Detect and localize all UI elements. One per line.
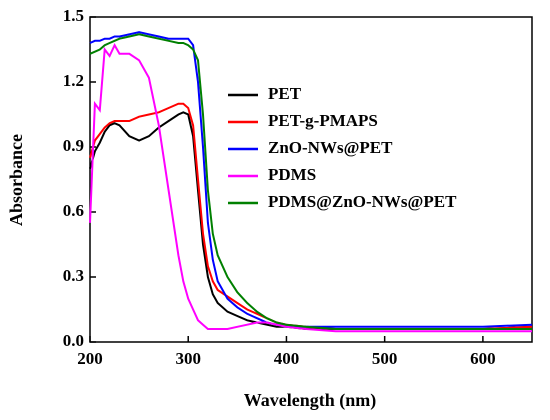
y-tick-label: 1.2 xyxy=(63,71,84,90)
x-tick-label: 300 xyxy=(175,349,201,368)
y-tick-label: 0.9 xyxy=(63,136,84,155)
x-tick-label: 400 xyxy=(274,349,300,368)
y-tick-label: 0.3 xyxy=(63,266,84,285)
series-line xyxy=(89,33,532,330)
y-tick-label: 0.0 xyxy=(63,331,84,350)
plot-frame xyxy=(89,16,533,343)
legend-label: PET-g-PMAPS xyxy=(268,111,378,130)
y-tick-label: 0.6 xyxy=(63,201,84,220)
legend-label: PDMS xyxy=(268,165,316,184)
series-line xyxy=(89,31,533,328)
x-tick-label: 200 xyxy=(77,349,103,368)
x-tick-label: 500 xyxy=(372,349,398,368)
x-tick-label: 600 xyxy=(470,349,496,368)
y-axis-label: Absorbance xyxy=(6,134,26,226)
legend-label: ZnO-NWs@PET xyxy=(268,138,393,157)
legend-label: PET xyxy=(268,84,302,103)
x-axis-label: Wavelength (nm) xyxy=(244,390,377,411)
y-tick-label: 1.5 xyxy=(63,6,84,25)
series-line xyxy=(89,43,532,333)
legend-label: PDMS@ZnO-NWs@PET xyxy=(268,192,457,211)
